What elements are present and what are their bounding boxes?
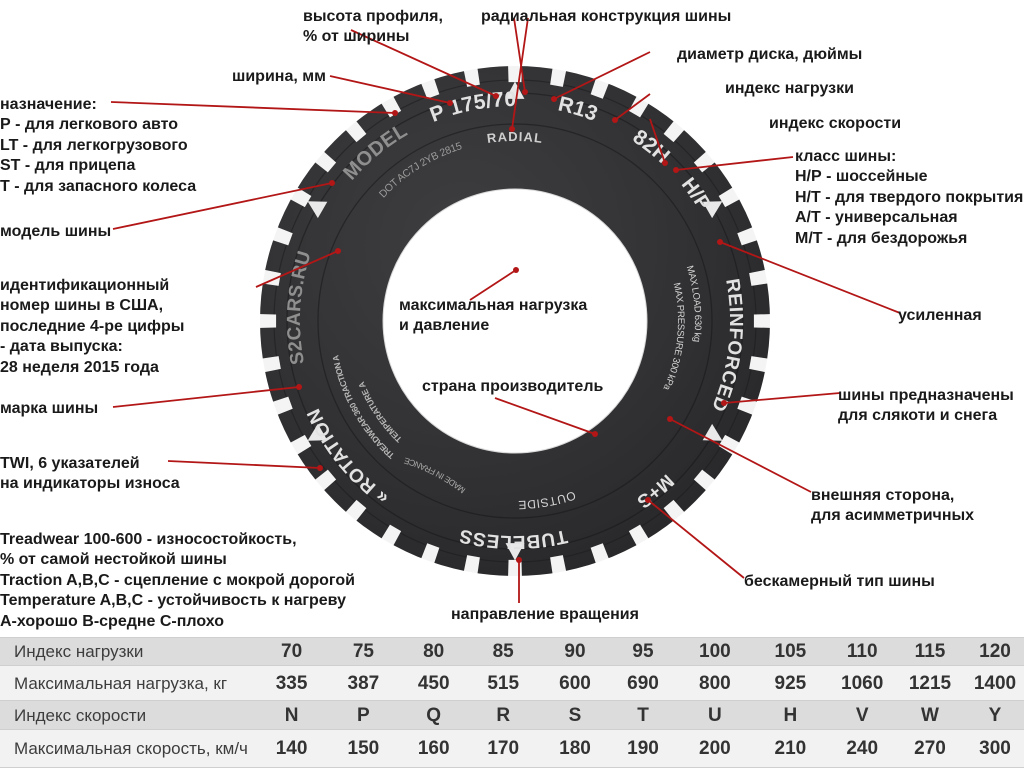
svg-text:RADIAL: RADIAL xyxy=(486,129,544,146)
